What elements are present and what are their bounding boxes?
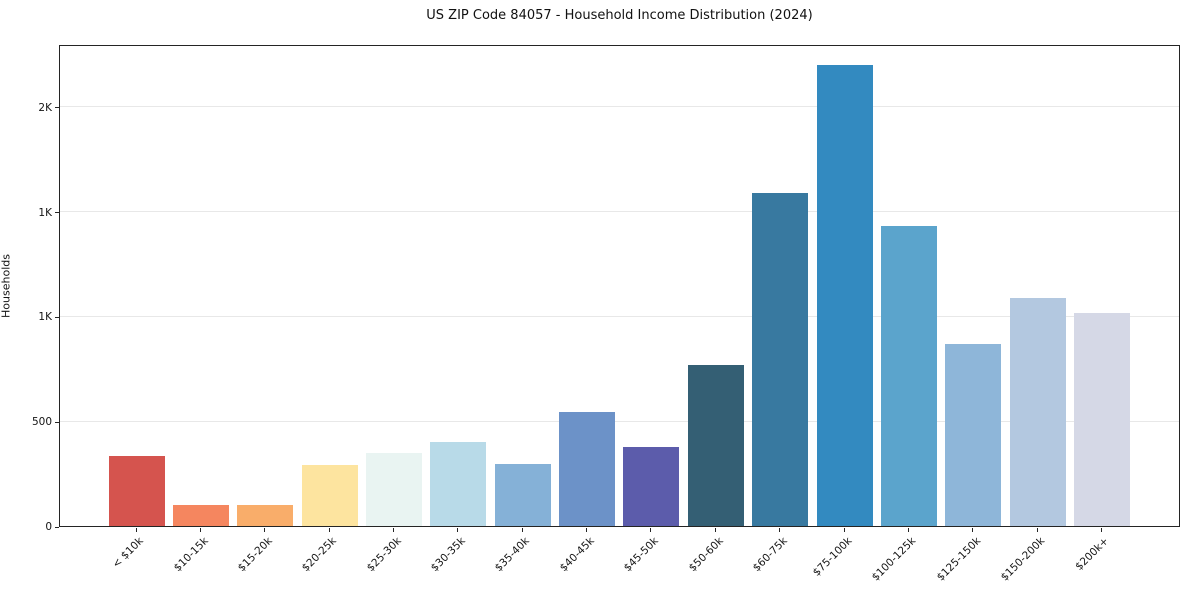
x-tick-label: $25-30k — [364, 535, 404, 575]
x-tick-label: $15-20k — [235, 535, 275, 575]
y-tick-mark — [55, 421, 59, 423]
x-tick-mark — [650, 528, 652, 532]
x-tick-label: $30-35k — [428, 535, 468, 575]
x-tick-label: $60-75k — [750, 535, 790, 575]
y-tick-label: 1K — [38, 206, 52, 219]
gridline-1000 — [60, 315, 1179, 317]
x-tick-mark — [264, 528, 266, 532]
bar-$10-15k — [172, 505, 229, 526]
y-tick-label: 2K — [38, 101, 52, 114]
bar-$100-125k — [880, 226, 937, 526]
bar-$200k+ — [1074, 313, 1131, 526]
bar-$15-20k — [237, 505, 294, 526]
y-tick-mark — [55, 526, 59, 528]
x-tick-label: $35-40k — [493, 535, 533, 575]
gridline-1500 — [60, 211, 1179, 213]
bar-$40-45k — [559, 411, 616, 526]
x-tick-label: $50-60k — [686, 535, 726, 575]
bar-$125-150k — [945, 343, 1002, 526]
bar-$45-50k — [623, 447, 680, 526]
x-tick-label: $10-15k — [171, 535, 211, 575]
bar-$35-40k — [494, 464, 551, 526]
x-tick-label: $125-150k — [934, 535, 983, 584]
x-tick-mark — [328, 528, 330, 532]
x-tick-mark — [199, 528, 201, 532]
x-tick-mark — [972, 528, 974, 532]
chart-title: US ZIP Code 84057 - Household Income Dis… — [426, 8, 813, 23]
y-tick-mark — [55, 316, 59, 318]
x-tick-mark — [586, 528, 588, 532]
x-tick-mark — [907, 528, 909, 532]
x-tick-mark — [843, 528, 845, 532]
x-tick-mark — [779, 528, 781, 532]
bar-$50-60k — [687, 364, 744, 526]
x-tick-mark — [714, 528, 716, 532]
bar-$20-25k — [301, 465, 358, 526]
x-tick-mark — [521, 528, 523, 532]
y-tick-label: 1K — [38, 311, 52, 324]
x-tick-mark — [1101, 528, 1103, 532]
y-tick-label: 500 — [31, 416, 52, 429]
x-tick-mark — [457, 528, 459, 532]
y-tick-mark — [55, 212, 59, 214]
x-tick-mark — [1036, 528, 1038, 532]
x-tick-label: $45-50k — [621, 535, 661, 575]
bar-$75-100k — [816, 64, 873, 526]
y-tick-mark — [55, 107, 59, 109]
x-tick-label: $20-25k — [300, 535, 340, 575]
plot-area — [59, 45, 1180, 527]
x-tick-label: $100-125k — [869, 535, 919, 584]
x-tick-mark — [135, 528, 137, 532]
bar-$60-75k — [752, 192, 809, 526]
gridline-2000 — [60, 106, 1179, 108]
x-tick-label: < $10k — [110, 535, 146, 571]
bar-<$10k — [108, 455, 165, 526]
y-tick-label: 0 — [45, 521, 52, 533]
x-tick-mark — [392, 528, 394, 532]
x-tick-label: $150-200k — [998, 535, 1048, 584]
x-tick-label: $75-100k — [810, 535, 855, 579]
bar-$150-200k — [1009, 297, 1066, 526]
x-tick-label: $40-45k — [557, 535, 597, 575]
x-tick-label: $200k+ — [1073, 535, 1112, 573]
y-axis-label: Households — [0, 254, 13, 318]
bar-$25-30k — [365, 452, 422, 526]
bar-$30-35k — [430, 442, 487, 526]
gridline-500 — [60, 420, 1179, 422]
